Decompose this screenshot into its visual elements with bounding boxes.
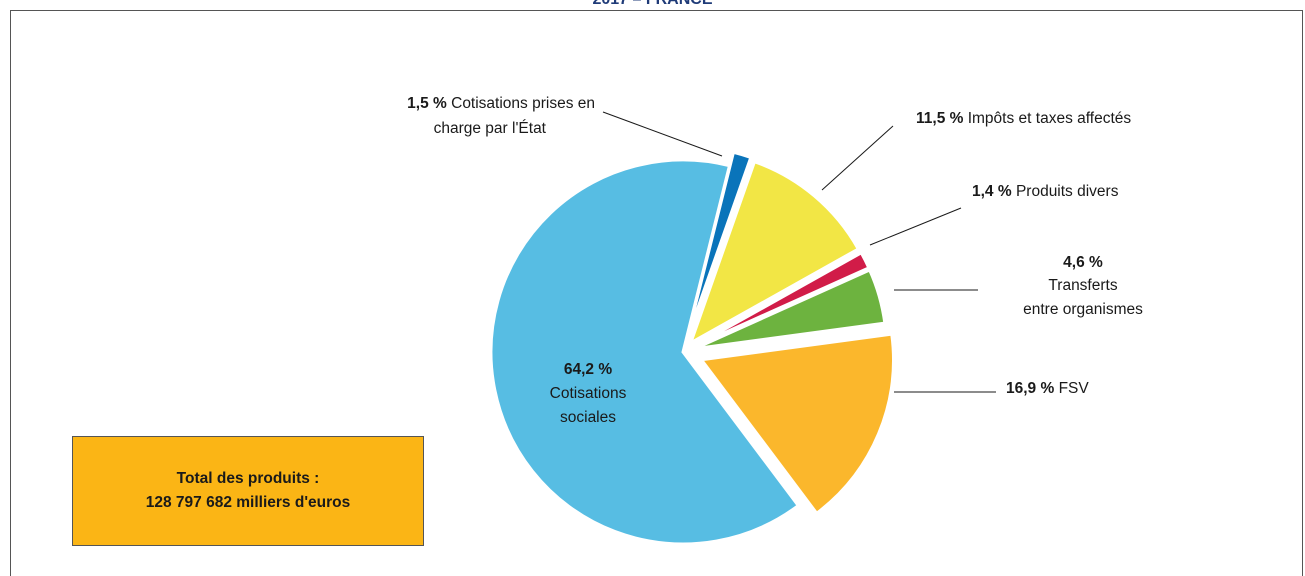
total-products-box: Total des produits : 128 797 682 millier… xyxy=(72,436,424,546)
label-cotisations-sociales-line1: Cotisations xyxy=(550,385,627,402)
label-transferts-line1: Transferts xyxy=(1048,277,1117,294)
chart-title: 2017 – FRANCE xyxy=(0,0,1305,9)
pie-slice-2 xyxy=(692,250,871,348)
label-cotisations-sociales-line2: sociales xyxy=(560,409,616,426)
label-transferts-line2: entre organismes xyxy=(1023,301,1143,318)
pie-slice-5 xyxy=(489,158,801,546)
leader-line-2 xyxy=(869,207,962,246)
label-cotisations-etat-line2: charge par l'État xyxy=(434,120,547,137)
pie-slice-3 xyxy=(693,267,887,351)
label-fsv: 16,9 % FSV xyxy=(1006,380,1089,397)
pie-slice-1 xyxy=(687,159,861,347)
label-cotisations-etat-line1: 1,5 % Cotisations prises en xyxy=(407,95,595,112)
label-impots-taxes: 11,5 % Impôts et taxes affectés xyxy=(916,110,1131,127)
chart-frame xyxy=(10,10,1303,576)
leader-line-0 xyxy=(602,111,723,157)
total-products-label: Total des produits : xyxy=(176,470,320,487)
label-transferts-pct: 4,6 % xyxy=(1063,254,1103,271)
label-cotisations-sociales-pct: 64,2 % xyxy=(564,361,612,378)
total-products-value: 128 797 682 milliers d'euros xyxy=(145,494,351,511)
label-produits-divers: 1,4 % Produits divers xyxy=(972,183,1119,200)
pie-slice-0 xyxy=(685,150,753,340)
pie-slice-4 xyxy=(698,332,895,516)
leader-line-1 xyxy=(821,125,894,191)
